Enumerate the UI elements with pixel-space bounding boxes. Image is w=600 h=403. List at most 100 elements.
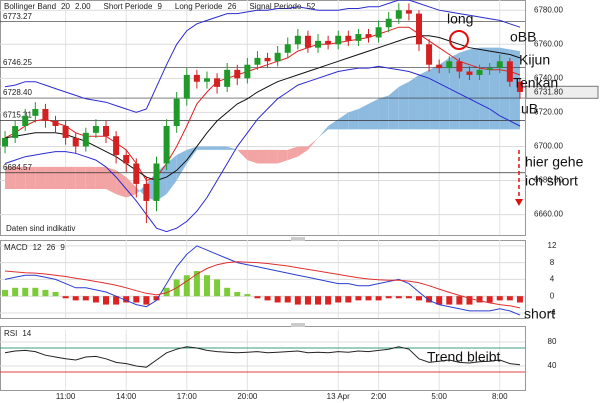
cloud-segment bbox=[469, 47, 480, 130]
x-tick-label: 2:00 bbox=[371, 392, 387, 401]
y-tick-label: 40 bbox=[548, 361, 557, 370]
histogram-bar bbox=[405, 296, 412, 299]
cloud-segment bbox=[95, 166, 107, 190]
panel-handle[interactable] bbox=[291, 237, 305, 241]
rsi-panel bbox=[0, 326, 526, 391]
price-panel bbox=[0, 0, 526, 236]
cloud-segment bbox=[85, 166, 96, 190]
candle-body bbox=[415, 13, 422, 45]
y-tick-label: 6740.00 bbox=[534, 73, 563, 82]
candle-body bbox=[52, 120, 59, 127]
histogram-bar bbox=[52, 292, 59, 297]
candle-body bbox=[133, 163, 140, 184]
candle-body bbox=[173, 98, 180, 127]
cloud-segment bbox=[388, 86, 399, 130]
y-tick-label: 12 bbox=[548, 241, 557, 250]
cloud-segment bbox=[338, 112, 349, 130]
histogram-bar bbox=[32, 287, 39, 297]
indicator-label: Long Periode bbox=[175, 2, 223, 11]
histogram-bar bbox=[486, 296, 493, 303]
cloud-segment bbox=[328, 119, 339, 130]
annotation-circle bbox=[449, 30, 469, 50]
cloud-segment bbox=[318, 126, 329, 138]
y-tick-label: 6700.00 bbox=[534, 142, 563, 151]
cloud-segment bbox=[489, 47, 500, 130]
annotation-arrowhead bbox=[515, 199, 523, 206]
indicator-line bbox=[4, 26, 521, 182]
histogram-bar bbox=[42, 289, 49, 297]
cloud-segment bbox=[217, 146, 228, 150]
indicator-line bbox=[4, 0, 521, 113]
histogram-bar bbox=[62, 296, 69, 299]
candle-body bbox=[325, 40, 332, 45]
histogram-bar bbox=[365, 296, 372, 301]
histogram-bar bbox=[92, 296, 99, 303]
candle-body bbox=[153, 163, 160, 201]
indicator-line bbox=[4, 65, 521, 233]
histogram-bar bbox=[123, 296, 130, 303]
rsi-line bbox=[4, 346, 521, 368]
histogram-bar bbox=[325, 296, 332, 305]
indicator-param: 20 bbox=[61, 2, 70, 11]
candle-body bbox=[203, 78, 210, 82]
annotation: Trend bleibt bbox=[427, 349, 501, 365]
cloud-segment bbox=[35, 166, 46, 190]
candle-body bbox=[395, 10, 402, 19]
indicator-param: 14 bbox=[22, 329, 31, 338]
histogram-bar bbox=[133, 296, 140, 303]
indicator-param: 9 bbox=[157, 2, 162, 11]
candle-body bbox=[264, 57, 271, 62]
cloud-segment bbox=[186, 146, 197, 164]
annotation: long bbox=[447, 11, 473, 27]
candle-body bbox=[375, 27, 382, 38]
cloud-segment bbox=[408, 74, 419, 130]
footnote: Daten sind indikativ bbox=[6, 224, 75, 233]
histogram-bar bbox=[163, 287, 170, 297]
panel-handle[interactable] bbox=[291, 323, 305, 327]
histogram-bar bbox=[375, 296, 382, 301]
histogram-bar bbox=[2, 289, 9, 297]
histogram-bar bbox=[426, 296, 433, 303]
histogram-bar bbox=[456, 296, 463, 305]
histogram-bar bbox=[214, 279, 221, 297]
last-price-box bbox=[525, 85, 599, 99]
candle-body bbox=[315, 40, 322, 48]
histogram-bar bbox=[506, 296, 513, 301]
candle-body bbox=[496, 61, 503, 69]
y-tick-label: 6680.00 bbox=[534, 176, 563, 185]
histogram-bar bbox=[203, 275, 210, 297]
histogram-bar bbox=[22, 287, 29, 297]
cloud-segment bbox=[227, 146, 238, 150]
candle-body bbox=[113, 136, 120, 155]
histogram-bar bbox=[466, 296, 473, 305]
candle-body bbox=[32, 108, 39, 116]
indicator-param: 9 bbox=[60, 243, 65, 252]
x-tick-label: 5:00 bbox=[431, 392, 447, 401]
cloud-segment bbox=[499, 47, 510, 130]
annotation: hier gehe bbox=[525, 154, 584, 170]
histogram-bar bbox=[304, 296, 311, 305]
histogram-bar bbox=[183, 275, 190, 297]
histogram-bar bbox=[355, 296, 362, 301]
x-tick-label: 11:00 bbox=[56, 392, 76, 401]
cloud-segment bbox=[429, 64, 440, 130]
cloud-segment bbox=[75, 166, 86, 190]
histogram-bar bbox=[12, 287, 19, 297]
candle-body bbox=[42, 108, 49, 121]
histogram-bar bbox=[193, 271, 200, 297]
indicator-line bbox=[4, 35, 521, 182]
cloud-segment bbox=[65, 166, 76, 190]
candle-body bbox=[123, 154, 130, 164]
histogram-bar bbox=[244, 294, 251, 297]
histogram-bar bbox=[274, 296, 281, 303]
candle-body bbox=[516, 81, 523, 92]
macd-line bbox=[4, 245, 521, 316]
candle-body bbox=[284, 44, 291, 53]
candle-body bbox=[426, 44, 433, 65]
cloud-segment bbox=[106, 166, 117, 195]
candle-body bbox=[244, 64, 251, 79]
histogram-bar bbox=[284, 296, 291, 303]
annotation: Kijun bbox=[519, 52, 550, 68]
candle-body bbox=[476, 69, 483, 75]
